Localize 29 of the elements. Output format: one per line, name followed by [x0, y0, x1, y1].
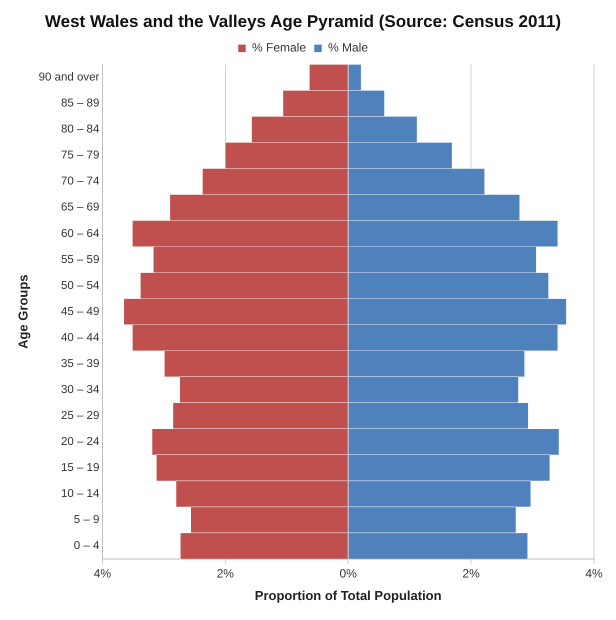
y-tick-label: 80 – 84 [60, 124, 100, 136]
y-tick-label: 5 – 9 [74, 514, 100, 526]
chart-title: West Wales and the Valleys Age Pyramid (Source: Census 2011) [44, 12, 562, 31]
legend-label: % Male [328, 40, 368, 55]
y-tick-label: 15 – 19 [60, 462, 100, 474]
y-tick-label: 70 – 74 [60, 176, 100, 188]
x-axis-title: Proportion of Total Population [254, 588, 442, 603]
x-tick-label: 4% [94, 566, 112, 581]
y-tick-label: 65 – 69 [60, 202, 100, 214]
y-tick-label: 75 – 79 [60, 150, 100, 162]
x-tick-label: 2% [462, 566, 480, 581]
y-tick-label: 50 – 54 [60, 280, 100, 292]
y-tick-label: 85 – 89 [60, 98, 100, 110]
y-tick-label: 35 – 39 [60, 358, 100, 370]
x-tick-label: 2% [216, 566, 234, 581]
y-tick-label: 40 – 44 [60, 332, 100, 344]
y-tick-label: 30 – 34 [60, 384, 100, 396]
y-tick-label: 10 – 14 [60, 488, 100, 500]
x-tick-label: 4% [585, 566, 603, 581]
y-tick-label: 90 and over [38, 72, 100, 84]
y-tick-label: 0 – 4 [74, 540, 100, 552]
y-tick-label: 20 – 24 [60, 436, 100, 448]
y-tick-label: 25 – 29 [60, 410, 100, 422]
legend-label: % Female [252, 40, 306, 55]
y-axis-title: Age Groups [15, 274, 30, 349]
x-tick-label: 0% [340, 566, 358, 581]
y-tick-label: 45 – 49 [60, 306, 100, 318]
y-tick-label: 60 – 64 [60, 228, 100, 240]
y-tick-label: 55 – 59 [60, 254, 100, 266]
